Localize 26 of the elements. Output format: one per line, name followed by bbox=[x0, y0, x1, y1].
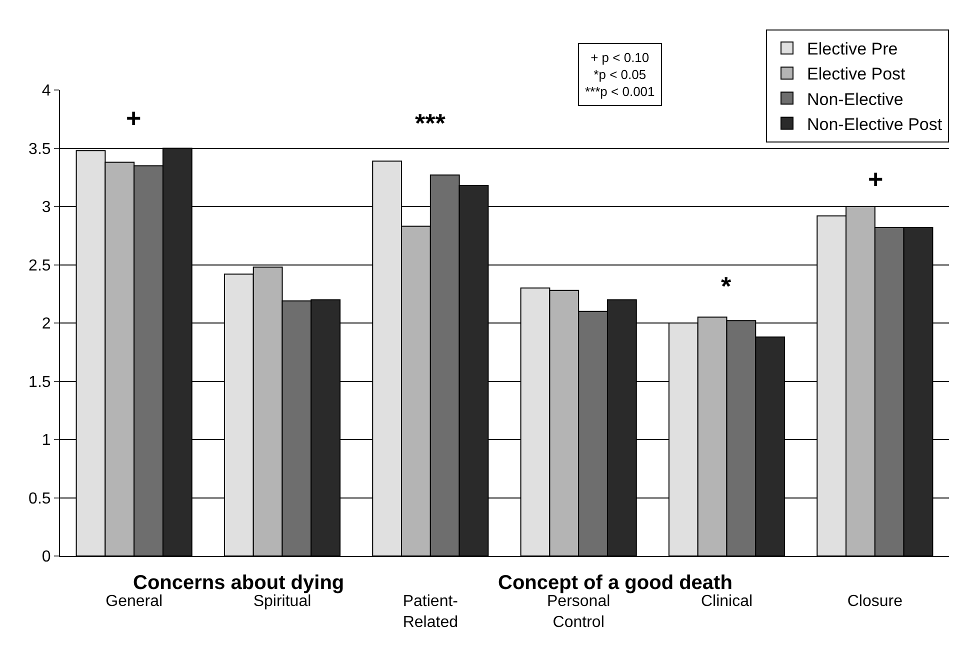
y-tick-label: 1.5 bbox=[28, 374, 51, 391]
annotation: + p < 0.10 *p < 0.05 ***p < 0.001 bbox=[585, 50, 655, 99]
legend-label: Elective Pre bbox=[807, 40, 898, 59]
x-tick-label: Spiritual bbox=[253, 593, 312, 610]
legend-label: Non-Elective bbox=[807, 90, 904, 109]
x-tick-label: Clinical bbox=[700, 593, 753, 610]
y-tick-label: 0.5 bbox=[28, 490, 51, 508]
y-tick-label: 1 bbox=[42, 432, 51, 450]
annotation: * bbox=[721, 271, 732, 301]
annotation: *** bbox=[415, 108, 446, 138]
y-tick-label: 3.5 bbox=[28, 140, 51, 158]
y-tick-label: 2.5 bbox=[28, 257, 51, 274]
x-tick-label: General bbox=[106, 593, 163, 610]
x-tick-label: Patient- Related bbox=[402, 593, 458, 631]
annotation: + bbox=[868, 164, 884, 194]
legend-label: Elective Post bbox=[807, 64, 906, 84]
annotation: + bbox=[126, 103, 142, 133]
x-tick-label: Personal Control bbox=[547, 593, 610, 631]
y-tick-label: 3 bbox=[42, 199, 51, 216]
y-tick-label: 0 bbox=[42, 548, 51, 566]
text: Concept of a good death bbox=[498, 572, 732, 594]
text: Concerns about dying bbox=[133, 572, 344, 594]
x-tick-label: Closure bbox=[847, 593, 903, 610]
legend-label: Non-Elective Post bbox=[807, 114, 942, 134]
y-tick-label: 4 bbox=[42, 82, 51, 100]
y-tick-label: 2 bbox=[42, 316, 51, 333]
